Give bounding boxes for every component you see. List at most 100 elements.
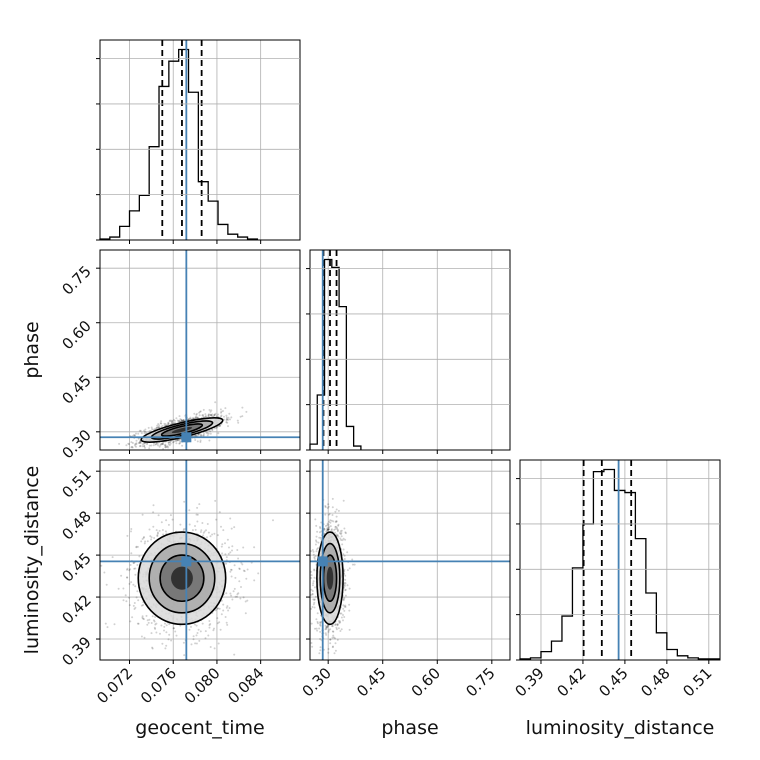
scatter-point xyxy=(155,427,158,429)
scatter-point xyxy=(163,444,166,447)
scatter-point xyxy=(336,528,339,531)
scatter-point xyxy=(209,646,212,648)
scatter-point xyxy=(246,568,249,571)
scatter-point xyxy=(117,587,120,590)
scatter-point xyxy=(334,528,337,530)
scatter-point xyxy=(111,556,114,559)
scatter-point xyxy=(209,413,212,416)
scatter-point xyxy=(342,537,345,540)
scatter-point xyxy=(231,545,234,548)
scatter-point xyxy=(126,576,129,579)
scatter-point xyxy=(220,545,223,548)
scatter-point xyxy=(327,513,330,516)
scatter-point xyxy=(220,414,223,417)
scatter-point xyxy=(167,443,170,446)
scatter-point xyxy=(222,603,225,606)
scatter-point xyxy=(312,582,315,585)
scatter-point xyxy=(329,628,332,631)
scatter-point xyxy=(192,638,195,641)
scatter-point xyxy=(135,442,138,445)
scatter-point xyxy=(342,599,345,602)
scatter-point xyxy=(182,528,185,531)
scatter-point xyxy=(140,540,143,543)
scatter-point xyxy=(311,549,314,551)
scatter-point xyxy=(148,618,151,621)
scatter-point xyxy=(133,434,136,437)
scatter-point xyxy=(141,443,144,446)
scatter-point xyxy=(318,627,321,630)
scatter-point xyxy=(319,638,322,640)
scatter-point xyxy=(340,529,343,532)
scatter-point xyxy=(126,567,129,570)
scatter-point xyxy=(154,616,157,618)
scatter-point xyxy=(233,587,236,590)
scatter-point xyxy=(224,553,227,556)
scatter-point xyxy=(316,612,319,615)
scatter-point xyxy=(163,422,166,425)
scatter-point xyxy=(131,445,134,448)
scatter-point xyxy=(233,653,236,656)
scatter-point xyxy=(209,535,212,538)
scatter-point xyxy=(141,615,144,618)
scatter-point xyxy=(129,620,132,623)
scatter-point xyxy=(213,413,216,416)
scatter-point xyxy=(175,442,178,445)
scatter-point xyxy=(228,546,230,549)
scatter-point xyxy=(236,419,239,422)
x-tick-label-geocent-time-3: 0.084 xyxy=(224,664,267,707)
scatter-point xyxy=(146,619,149,622)
scatter-point xyxy=(218,511,221,514)
scatter-point xyxy=(156,424,159,427)
scatter-point xyxy=(141,616,144,619)
scatter-point xyxy=(205,529,207,532)
scatter-point xyxy=(220,415,222,418)
scatter-point xyxy=(130,552,133,555)
scatter-point xyxy=(226,418,229,421)
scatter-point xyxy=(167,523,170,526)
scatter-point xyxy=(334,642,337,645)
scatter-point xyxy=(201,414,204,417)
scatter-point xyxy=(167,446,170,449)
x-tick-label-luminosity-distance-0: 0.39 xyxy=(511,664,547,700)
scatter-point xyxy=(208,413,210,416)
scatter-point xyxy=(342,614,344,616)
scatter-point xyxy=(326,529,329,532)
scatter-point xyxy=(324,506,327,509)
scatter-point xyxy=(319,624,322,627)
scatter-point xyxy=(163,424,166,427)
scatter-point xyxy=(238,568,241,570)
scatter-point xyxy=(211,428,214,431)
scatter-point xyxy=(336,624,339,627)
scatter-point xyxy=(143,445,146,448)
scatter-point xyxy=(331,636,334,639)
scatter-point xyxy=(175,439,178,442)
scatter-point xyxy=(332,520,335,523)
scatter-point xyxy=(214,499,217,502)
scatter-point xyxy=(128,582,131,585)
scatter-point xyxy=(201,622,204,625)
scatter-point xyxy=(177,439,180,441)
scatter-point xyxy=(244,612,247,615)
scatter-point xyxy=(162,533,165,536)
scatter-point xyxy=(135,432,137,435)
scatter-point xyxy=(158,426,161,429)
scatter-point xyxy=(204,413,207,416)
scatter-point xyxy=(134,444,136,447)
scatter-point xyxy=(220,525,222,528)
scatter-point xyxy=(130,530,132,533)
panel-frame-hist-luminosity-distance xyxy=(519,459,721,661)
scatter-point xyxy=(172,441,174,444)
scatter-point xyxy=(335,520,338,523)
scatter-point xyxy=(346,551,349,554)
scatter-point xyxy=(133,567,136,570)
scatter-point xyxy=(138,441,141,444)
scatter-point xyxy=(229,418,231,421)
x-tick-label-phase-3: 0.75 xyxy=(462,664,498,700)
scatter-point xyxy=(326,522,329,525)
scatter-point xyxy=(154,627,157,630)
y-tick-label-phase-0: 0.30 xyxy=(58,426,94,462)
scatter-point xyxy=(220,411,222,414)
scatter-point xyxy=(193,412,196,415)
scatter-point xyxy=(346,584,349,587)
scatter-point xyxy=(202,408,205,411)
